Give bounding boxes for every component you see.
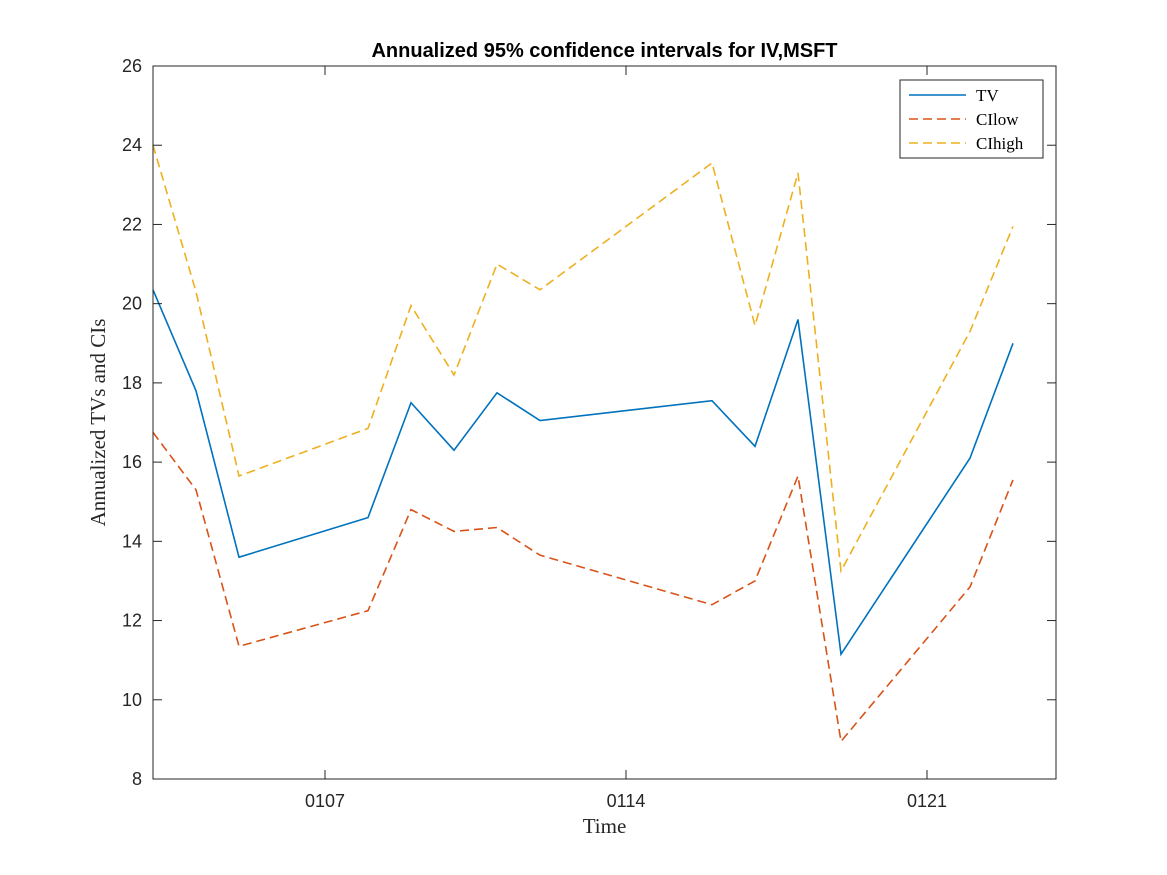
chart-title: Annualized 95% confidence intervals for … — [371, 40, 837, 62]
y-tick-label: 14 — [122, 531, 142, 551]
series-line-tv — [152, 289, 1014, 657]
y-tick-label: 20 — [122, 294, 142, 314]
axes-box — [152, 65, 1057, 780]
series-line-cilow — [152, 431, 1014, 744]
legend-label-tv: TV — [976, 86, 999, 105]
y-tick-label: 22 — [122, 214, 142, 234]
y-tick-label: 26 — [122, 56, 142, 76]
axes: 8 10 12 14 16 18 20 22 24 26 0107 0114 0121 — [122, 56, 1057, 811]
y-tick-label: 24 — [122, 135, 142, 155]
y-tick-label: 12 — [122, 611, 142, 631]
x-tick-label: 0121 — [907, 791, 947, 811]
y-tick-label: 18 — [122, 373, 142, 393]
x-tick-label: 0114 — [607, 791, 646, 811]
legend-label-cihigh: CIhigh — [976, 134, 1024, 153]
legend-label-cilow: CIlow — [976, 110, 1019, 129]
y-tick-label: 8 — [132, 769, 142, 789]
plot-area — [152, 144, 1014, 744]
series-line-cihigh — [152, 144, 1014, 574]
legend: TV CIlow CIhigh — [899, 79, 1044, 159]
y-tick-label: 16 — [122, 452, 142, 472]
y-tick-label: 10 — [122, 690, 142, 710]
x-tick-label: 0107 — [305, 791, 345, 811]
x-axis-label: Time — [583, 814, 627, 838]
y-axis-label: Annualized TVs and CIs — [86, 319, 110, 527]
